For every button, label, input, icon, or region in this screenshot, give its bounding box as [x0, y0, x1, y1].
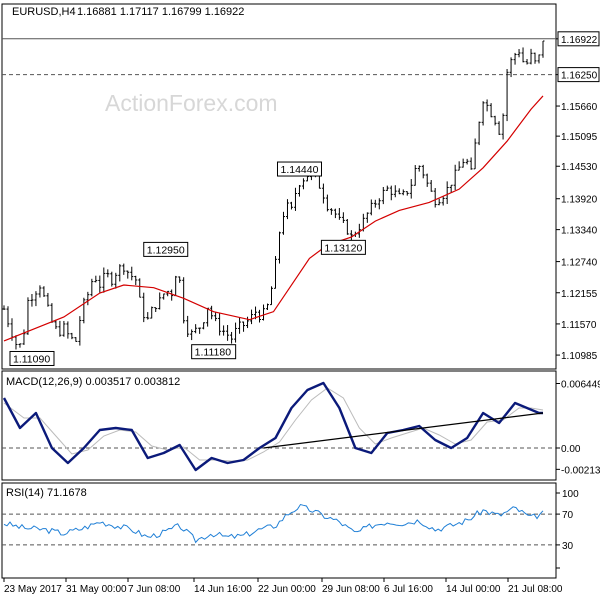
price-y-tick-label: 1.13920: [561, 195, 598, 206]
price-panel-frame: [1, 3, 557, 370]
symbol-label: EURUSD,H4: [12, 6, 76, 18]
rsi-line: [3, 503, 544, 544]
price-y-tick-label: 1.15095: [561, 132, 598, 143]
x-tick-label: 7 Jun 08:00: [128, 584, 181, 595]
x-tick-label: 29 Jun 08:00: [322, 584, 380, 595]
rsi-title: RSI(14) 71.1678: [6, 487, 87, 499]
level-annotation-label: 1.11180: [195, 347, 232, 359]
level-annotation-box: [143, 241, 189, 257]
rsi-y-tick-label: 70: [562, 510, 574, 521]
x-tick-label: 31 May 00:00: [66, 584, 127, 595]
x-tick-label: 6 Jul 16:00: [384, 584, 433, 595]
x-tick-label: 14 Jun 16:00: [194, 584, 252, 595]
level-annotation-label: 1.13120: [324, 242, 362, 254]
rsi-y-tick-label: 100: [562, 489, 579, 500]
level-annotation-label: 1.12950: [147, 244, 185, 256]
macd-title: MACD(12,26,9) 0.003517 0.003812: [6, 376, 180, 388]
price-y-tick-label: 1.12155: [561, 289, 598, 300]
macd-trendline: [263, 412, 544, 449]
macd-panel-frame: [1, 370, 557, 481]
price-layer: 1.16922 1.16250 1.15660 1.15095 1.14530 1.139…: [2, 31, 600, 366]
price-y-tick-label: 1.12740: [561, 258, 598, 269]
price-tag-box: [557, 67, 600, 83]
level-annotation-box: [9, 350, 55, 366]
macd-signal-line: [3, 387, 544, 462]
price-y-tick-label: 1.11570: [561, 320, 597, 331]
level-annotation-label: 1.11090: [13, 353, 50, 365]
x-tick-label: 23 May 2017: [4, 584, 62, 595]
x-tick-label: 14 Jul 00:00: [446, 584, 501, 595]
level-annotation-label: 1.14440: [280, 164, 318, 176]
watermark: ActionForex.com: [105, 90, 278, 116]
macd-y-tick-label: -0.002134: [561, 465, 600, 476]
price-y-tick-label: 1.16922: [561, 35, 598, 46]
price-y-tick-label: 1.10985: [561, 351, 598, 362]
level-annotation-box: [191, 344, 237, 360]
macd-layer: 0.006449 0.00 -0.002134: [2, 380, 600, 476]
rsi-y-tick-label: 30: [562, 541, 574, 552]
price-tag-box: [557, 31, 600, 47]
macd-line: [2, 381, 543, 472]
price-y-tick-label: 1.13340: [561, 226, 598, 237]
macd-y-tick-label: 0.00: [561, 444, 581, 455]
rsi-layer: 100 70 30: [2, 489, 579, 569]
x-tick-label: 21 Jul 08:00: [508, 584, 563, 595]
x-axis: 23 May 2017 31 May 00:00 7 Jun 08:00 14 Jun…: [3, 578, 563, 595]
level-annotation-box: [276, 161, 322, 177]
level-annotation-box: [320, 239, 366, 255]
rsi-panel-frame: [1, 482, 557, 579]
ohlc-values: 1.16881 1.17117 1.16799 1.16922: [77, 6, 244, 18]
price-y-tick-label: 1.15660: [561, 102, 598, 113]
price-y-tick-label: 1.16250: [561, 71, 598, 82]
macd-y-tick-label: 0.006449: [561, 380, 600, 391]
price-y-tick-label: 1.14530: [561, 162, 598, 173]
x-tick-label: 22 Jun 00:00: [258, 584, 316, 595]
moving-average-line: [3, 95, 544, 342]
